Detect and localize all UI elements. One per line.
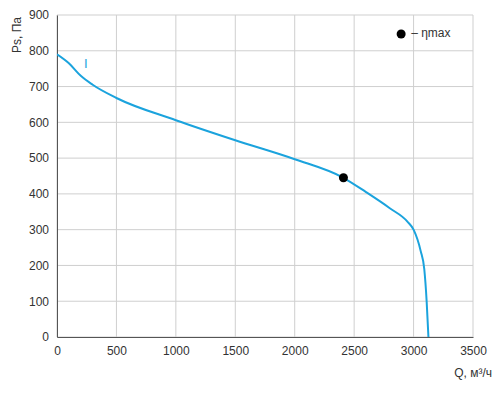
tick-label: 100: [29, 295, 49, 309]
tick-label: 2500: [341, 344, 368, 358]
tick-label: 200: [29, 259, 49, 273]
grid-line-x: [294, 15, 295, 337]
axis-line: [58, 337, 474, 338]
grid-line-y: [57, 337, 473, 338]
tick: 2500: [341, 337, 368, 358]
grid-line-y: [57, 122, 473, 123]
legend-label: – ηmax: [411, 26, 450, 40]
legend: – ηmax: [397, 26, 451, 40]
chart: 0 500 1000 1500 2000 2500 3000 3500 0 100 200 300 40…: [0, 0, 500, 394]
labels: I: [84, 56, 88, 71]
y-axis: 0 100 200 300 400 500 600 700 800 900: [29, 8, 58, 344]
grid-line-x: [473, 15, 474, 337]
tick: 700: [29, 80, 57, 94]
curve: [57, 54, 428, 337]
grid-line-y: [57, 158, 473, 159]
tick-label: 300: [29, 223, 49, 237]
tick: 500: [29, 151, 57, 165]
x-axis: 0 500 1000 1500 2000 2500 3000 3500: [54, 337, 487, 358]
grid-line-x: [354, 15, 355, 337]
legend-marker: [397, 30, 406, 39]
tick: 1500: [222, 337, 249, 358]
grid-line-y: [57, 15, 473, 16]
tick: 400: [29, 187, 57, 201]
tick-label: 0: [54, 344, 61, 358]
tick-label: 3500: [460, 344, 487, 358]
grid-line-x: [116, 15, 117, 337]
tick: 2000: [282, 337, 309, 358]
tick-label: 900: [29, 8, 49, 22]
axis-line: [57, 16, 58, 338]
x-axis-title: Q, м³/ч: [454, 366, 492, 380]
tick-label: 1500: [222, 344, 249, 358]
point: [339, 173, 348, 182]
tick: 3000: [401, 337, 428, 358]
tick: 3500: [460, 337, 487, 358]
grid-line-y: [57, 86, 473, 87]
tick: 500: [107, 337, 127, 358]
curve-label: I: [84, 56, 88, 71]
grid-line-y: [57, 193, 473, 194]
grid: [57, 15, 473, 337]
tick: 1000: [163, 337, 190, 358]
tick-label: 0: [42, 330, 49, 344]
tick: 0: [54, 337, 61, 358]
grid-line-y: [57, 229, 473, 230]
tick-label: 600: [29, 116, 49, 130]
grid-line-x: [57, 15, 58, 337]
tick: 200: [29, 259, 57, 273]
tick: 900: [29, 8, 57, 22]
marks: [57, 54, 428, 337]
tick: 300: [29, 223, 57, 237]
tick-label: 2000: [282, 344, 309, 358]
tick-label: 1000: [163, 344, 190, 358]
tick-label: 800: [29, 44, 49, 58]
y-axis-title: Ps, Па: [10, 17, 24, 53]
grid-line-y: [57, 50, 473, 51]
tick-label: 500: [29, 151, 49, 165]
tick-label: 500: [107, 344, 127, 358]
grid-line-y: [57, 301, 473, 302]
grid-line-x: [175, 15, 176, 337]
grid-line-x: [413, 15, 414, 337]
tick: 100: [29, 295, 57, 309]
grid-line-y: [57, 265, 473, 266]
tick-label: 3000: [401, 344, 428, 358]
tick: 800: [29, 44, 57, 58]
tick-label: 400: [29, 187, 49, 201]
plot: 0 500 1000 1500 2000 2500 3000 3500 0 100 200 300 40…: [29, 8, 487, 357]
tick-label: 700: [29, 80, 49, 94]
grid-line-x: [235, 15, 236, 337]
tick: 600: [29, 116, 57, 130]
tick: 0: [42, 330, 57, 344]
